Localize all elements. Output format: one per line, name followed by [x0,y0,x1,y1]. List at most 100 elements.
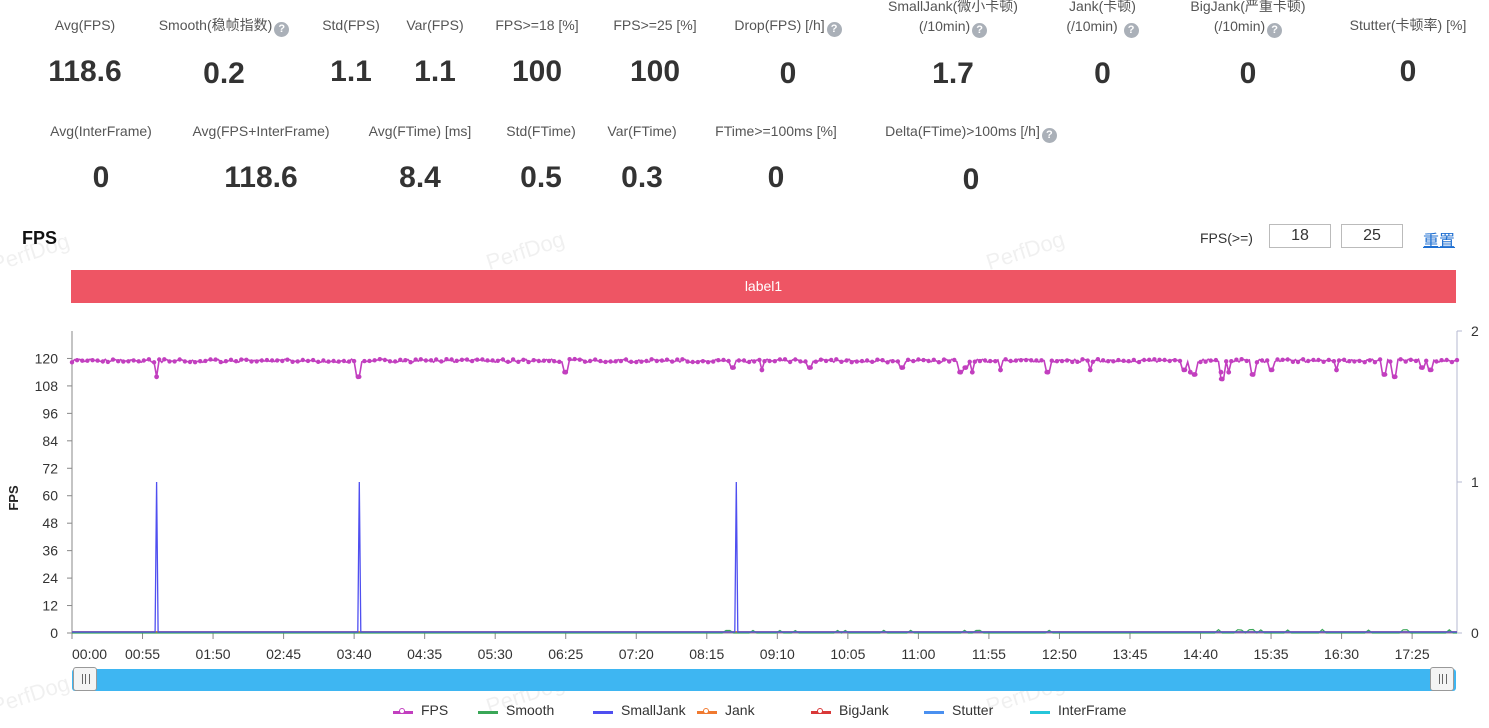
fps-dip-point [1219,376,1225,382]
metric-value: 0 [1239,57,1257,90]
fps-point [408,360,413,365]
fps-point [546,358,552,364]
metric-value: 118.6 [48,55,122,88]
fps-point [121,359,126,364]
fps-point [823,358,829,364]
chart-legend: FPS Smooth SmallJank Jank BigJank Stutter Inte… [0,702,1489,722]
fps-point [141,358,146,363]
metric-label: Avg(FTime) [ms] [368,123,472,139]
fps-point [244,357,249,362]
metric-value: 0 [1399,55,1417,88]
y-tick-label: 84 [42,433,58,449]
help-icon[interactable]: ? [972,23,988,38]
fps-point [1147,357,1152,362]
legend-swatch [1030,711,1050,714]
y-tick-label: 48 [42,515,58,531]
fps-point [690,359,695,365]
metric-label: FPS>=18 [%] [495,17,579,33]
x-tick-label: 01:50 [196,646,231,662]
fps-point [1162,357,1167,363]
fps-point [1347,359,1352,364]
fps-point [218,359,223,365]
fps-point [798,359,803,364]
fps-point [464,357,470,362]
fps-point [829,357,834,363]
fps-point [1424,358,1429,363]
help-icon[interactable]: ? [1123,23,1139,38]
fps-point [623,357,629,362]
metric-value: 0.5 [520,161,562,194]
watermark: PerfDog [482,226,568,275]
fps-point [459,357,465,362]
zoom-handle-left[interactable] [73,667,97,691]
help-icon[interactable]: ? [826,22,842,37]
metric-var-fps: Var(FPS) 1.1 [395,15,475,89]
fps-point [1131,357,1137,363]
fps-point [167,359,172,364]
x-tick-label: 14:40 [1183,646,1218,662]
fps-point [613,359,618,364]
fps-point [228,357,234,362]
metric-delta-ftime: Delta(FTime)>100ms [/h]? 0 [866,121,1076,197]
metric-label: Var(FTime) [607,123,677,139]
fps-point [151,360,157,365]
fps-point [280,358,285,364]
fps-point [926,358,931,364]
y-right-tick-label: 0 [1471,625,1479,641]
metric-label: Std(FPS) [322,17,380,33]
zoom-slider-track[interactable] [72,669,1456,691]
fps-point [1275,357,1280,362]
fps-point [157,357,162,362]
threshold-input-1[interactable] [1269,224,1331,248]
fps-point [1408,357,1414,362]
label-bar[interactable]: label1 [71,270,1456,303]
reset-link[interactable]: 重置 [1423,233,1456,250]
metric-value: 118.6 [224,161,298,194]
threshold-input-2[interactable] [1341,224,1403,248]
fps-point [418,357,423,362]
section-title: FPS [22,228,58,248]
fps-point [341,358,347,364]
metric-value: 0.3 [621,161,663,194]
fps-point [526,359,531,365]
fps-point [126,359,131,364]
fps-point [1300,357,1306,362]
fps-point [952,357,957,363]
fps-point [69,360,75,365]
fps-point [593,357,598,362]
fps-point [1054,359,1060,364]
fps-point [192,360,198,365]
zoom-handle-right[interactable] [1430,667,1454,691]
fps-point [393,359,398,364]
fps-point [259,358,264,363]
help-icon[interactable]: ? [1041,128,1057,143]
y-tick-label: 24 [42,570,58,586]
fps-point [557,359,562,364]
help-icon[interactable]: ? [1267,23,1283,38]
fps-point [336,359,341,364]
help-icon[interactable]: ? [274,22,290,37]
fps-point [582,359,588,364]
fps-point [1280,357,1285,362]
fps-point [326,359,331,364]
fps-point [1352,359,1357,364]
fps-point [1111,359,1116,364]
fps-point [716,358,721,363]
fps-dip-point [355,374,361,380]
fps-point [485,358,490,363]
fps-point [700,359,706,364]
fps-point [1029,358,1034,363]
metric-jank: Jank(卡顿) (/10min) ? 0 [1040,0,1165,91]
fps-dip-point [1181,367,1187,373]
legend-label: Smooth [506,702,555,718]
fps-point [1213,357,1219,363]
fps-point [859,358,865,364]
fps-dip-point [1250,372,1256,377]
fps-dip-point [1218,369,1224,375]
legend-marker [817,708,823,714]
fps-point [203,358,208,364]
fps-dip-point [154,374,160,380]
fps-dip-point [1268,367,1274,373]
fps-dip-point [563,369,569,375]
